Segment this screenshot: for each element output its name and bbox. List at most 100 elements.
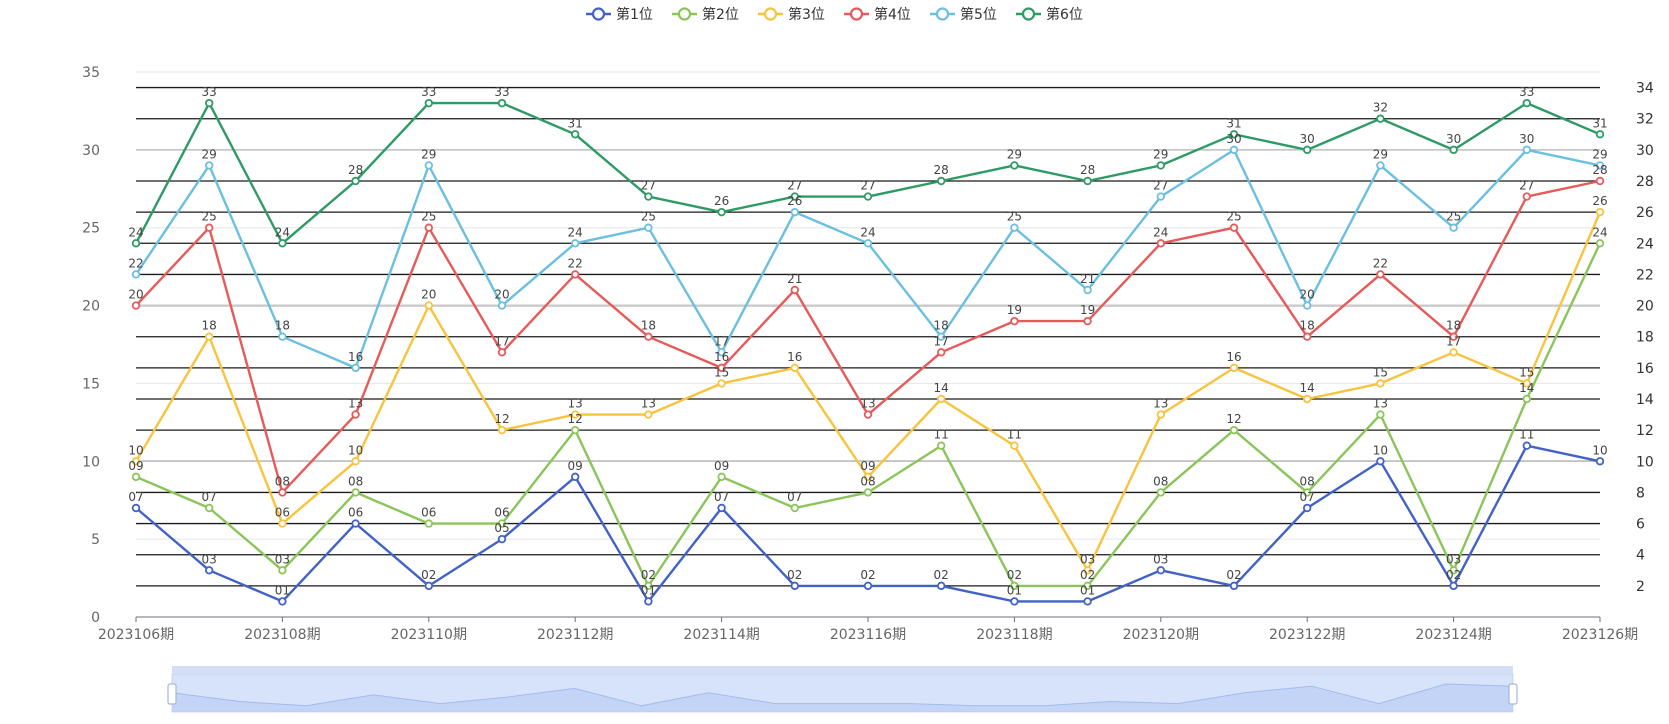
data-point[interactable] [717,363,726,373]
data-point[interactable] [1302,503,1312,513]
data-point[interactable] [863,488,873,497]
data-point[interactable] [351,176,360,186]
data-point[interactable] [644,597,653,606]
data-point[interactable] [278,332,287,341]
zoom-move-bar[interactable] [172,666,1513,674]
data-point[interactable] [1083,176,1092,186]
data-point[interactable] [351,488,360,497]
data-point[interactable] [1522,98,1531,108]
data-point[interactable] [1595,207,1605,217]
data-point[interactable] [717,503,726,513]
data-point[interactable] [863,239,873,248]
data-point[interactable] [424,581,433,591]
data-point[interactable] [278,488,287,497]
data-point[interactable] [1376,410,1385,419]
data-point[interactable] [204,566,214,575]
data-point[interactable] [1595,457,1605,466]
data-point[interactable] [1156,566,1165,575]
legend-item-6[interactable]: 第6位 [1016,6,1083,23]
data-point[interactable] [1595,161,1605,170]
legend-item-1[interactable]: 第1位 [586,6,653,23]
data-point[interactable] [424,519,433,528]
data-point[interactable] [571,472,580,482]
data-point[interactable] [204,161,214,170]
data-point[interactable] [790,581,799,591]
legend-item-2[interactable]: 第2位 [672,6,739,23]
legend-item-5[interactable]: 第5位 [930,6,997,23]
data-point[interactable] [351,363,360,373]
zoom-handle-left[interactable] [167,683,177,705]
data-point[interactable] [424,223,433,232]
data-point[interactable] [937,581,946,591]
data-point[interactable] [424,301,433,310]
data-point[interactable] [131,239,141,248]
data-point[interactable] [863,581,873,591]
data-point[interactable] [571,130,580,139]
data-point[interactable] [790,503,799,513]
data-point[interactable] [1229,581,1239,591]
data-point[interactable] [1522,441,1531,450]
data-point[interactable] [1302,301,1312,310]
data-point[interactable] [1302,394,1312,404]
data-point[interactable] [1302,488,1312,497]
data-point[interactable] [1229,425,1239,435]
data-point[interactable] [1083,316,1092,326]
data-point[interactable] [1156,161,1165,170]
data-point[interactable] [644,192,653,201]
data-point[interactable] [1229,363,1239,373]
data-point[interactable] [1522,145,1531,155]
data-point[interactable] [1522,379,1531,388]
data-point[interactable] [131,270,141,279]
data-point[interactable] [1156,410,1165,419]
data-point[interactable] [1595,239,1605,248]
zoom-selection[interactable] [172,674,1513,712]
data-point[interactable] [571,239,580,248]
data-point[interactable] [1449,223,1458,232]
data-point[interactable] [1376,114,1385,123]
data-point[interactable] [497,98,507,108]
data-point[interactable] [131,301,141,310]
data-point[interactable] [1376,270,1385,279]
data-point[interactable] [644,332,653,341]
data-point[interactable] [1156,192,1165,201]
data-point[interactable] [351,410,360,419]
data-point[interactable] [278,239,287,248]
data-point[interactable] [1449,332,1458,341]
data-point[interactable] [204,223,214,232]
data-point[interactable] [1083,597,1092,606]
zoom-handle-right[interactable] [1508,683,1518,705]
data-point[interactable] [571,425,580,435]
data-point[interactable] [1595,176,1605,186]
data-point[interactable] [204,503,214,513]
data-point[interactable] [717,379,726,388]
data-point[interactable] [1302,332,1312,341]
data-point[interactable] [1302,145,1312,155]
data-point[interactable] [1522,192,1531,201]
data-point[interactable] [278,566,287,575]
data-point[interactable] [790,285,799,295]
data-point[interactable] [1156,488,1165,497]
data-point[interactable] [497,534,507,544]
data-point[interactable] [644,410,653,419]
data-point[interactable] [1010,441,1019,450]
data-point[interactable] [351,519,360,528]
data-point[interactable] [863,472,873,482]
data-point[interactable] [1229,130,1239,139]
legend-item-3[interactable]: 第3位 [758,6,825,23]
data-point[interactable] [204,332,214,341]
data-point[interactable] [497,425,507,435]
data-point[interactable] [1449,145,1458,155]
data-point[interactable] [863,410,873,419]
data-point[interactable] [937,441,946,450]
data-point[interactable] [1010,597,1019,606]
data-point[interactable] [278,597,287,606]
data-point[interactable] [1010,223,1019,232]
data-point[interactable] [131,503,141,513]
data-point[interactable] [644,581,653,591]
data-point[interactable] [790,363,799,373]
data-point[interactable] [424,98,433,108]
data-point[interactable] [717,207,726,217]
data-point[interactable] [644,223,653,232]
data-point[interactable] [1229,145,1239,155]
data-point[interactable] [863,192,873,201]
